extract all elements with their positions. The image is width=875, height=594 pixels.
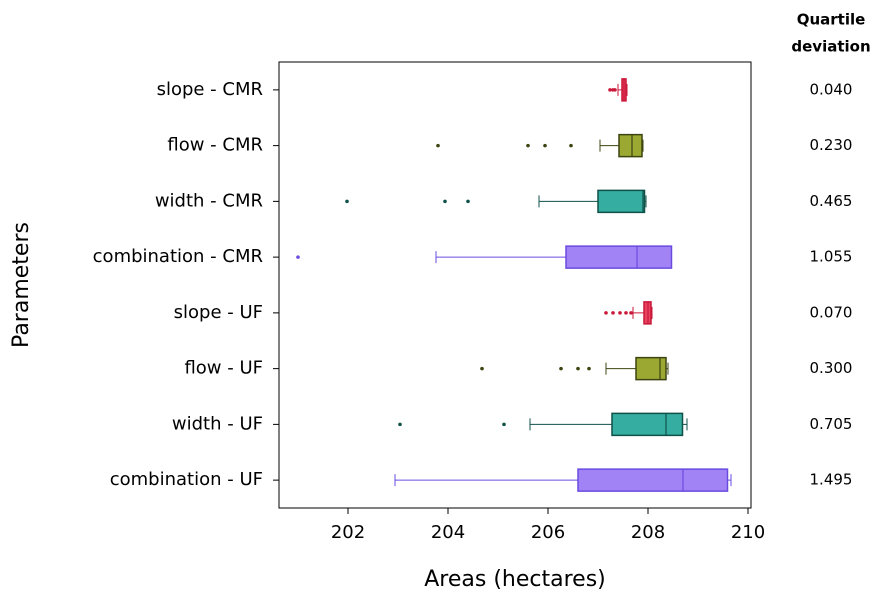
y-tick-label: combination - CMR: [93, 246, 263, 267]
y-tick-label: combination - UF: [110, 469, 263, 490]
y-tick-label: width - UF: [172, 413, 263, 434]
outlier: [480, 366, 484, 371]
outlier: [569, 143, 573, 148]
side-value: 1.055: [810, 248, 853, 266]
outlier: [604, 311, 608, 315]
x-tick-label: 206: [531, 522, 565, 543]
outlier: [543, 143, 547, 148]
side-value: 0.040: [810, 80, 853, 98]
box: [577, 468, 729, 492]
outlier: [618, 311, 622, 315]
x-axis-label: Areas (hectares): [424, 567, 606, 592]
box: [635, 356, 667, 381]
outlier: [608, 88, 612, 92]
x-tick-label: 208: [631, 522, 665, 543]
x-tick-label: 204: [431, 522, 465, 543]
side-value: 0.705: [810, 415, 853, 433]
side-value: 0.300: [810, 359, 853, 377]
outlier: [587, 366, 591, 371]
x-tick-label: 202: [331, 522, 365, 543]
y-tick-label: flow - UF: [184, 358, 263, 379]
x-tick-label: 210: [731, 522, 765, 543]
side-value: 0.465: [810, 192, 853, 210]
outlier: [576, 366, 580, 371]
side-value: 1.495: [810, 471, 853, 489]
y-axis-label: Parameters: [9, 222, 34, 348]
outlier: [436, 143, 440, 148]
y-tick-label: slope - CMR: [157, 79, 263, 100]
outlier: [613, 88, 617, 92]
outlier: [398, 422, 402, 427]
outlier: [559, 366, 563, 371]
y-tick-label: slope - UF: [174, 302, 263, 323]
plot-frame: [278, 61, 752, 509]
box: [597, 189, 646, 214]
outlier: [624, 311, 628, 315]
side-header: Quartile: [797, 11, 866, 29]
outlier: [466, 199, 470, 204]
outlier: [611, 311, 615, 315]
box: [565, 245, 673, 269]
y-tick-label: flow - CMR: [167, 135, 263, 156]
outlier: [629, 311, 633, 315]
side-value: 0.070: [810, 303, 853, 321]
outlier: [296, 255, 300, 259]
outlier: [443, 199, 447, 204]
box: [611, 412, 684, 437]
outlier: [345, 199, 349, 204]
side-value: 0.230: [810, 136, 853, 154]
outlier: [502, 422, 506, 427]
box: [618, 133, 643, 158]
side-header: deviation: [791, 38, 870, 56]
y-tick-label: width - CMR: [155, 190, 263, 211]
outlier: [526, 143, 530, 148]
